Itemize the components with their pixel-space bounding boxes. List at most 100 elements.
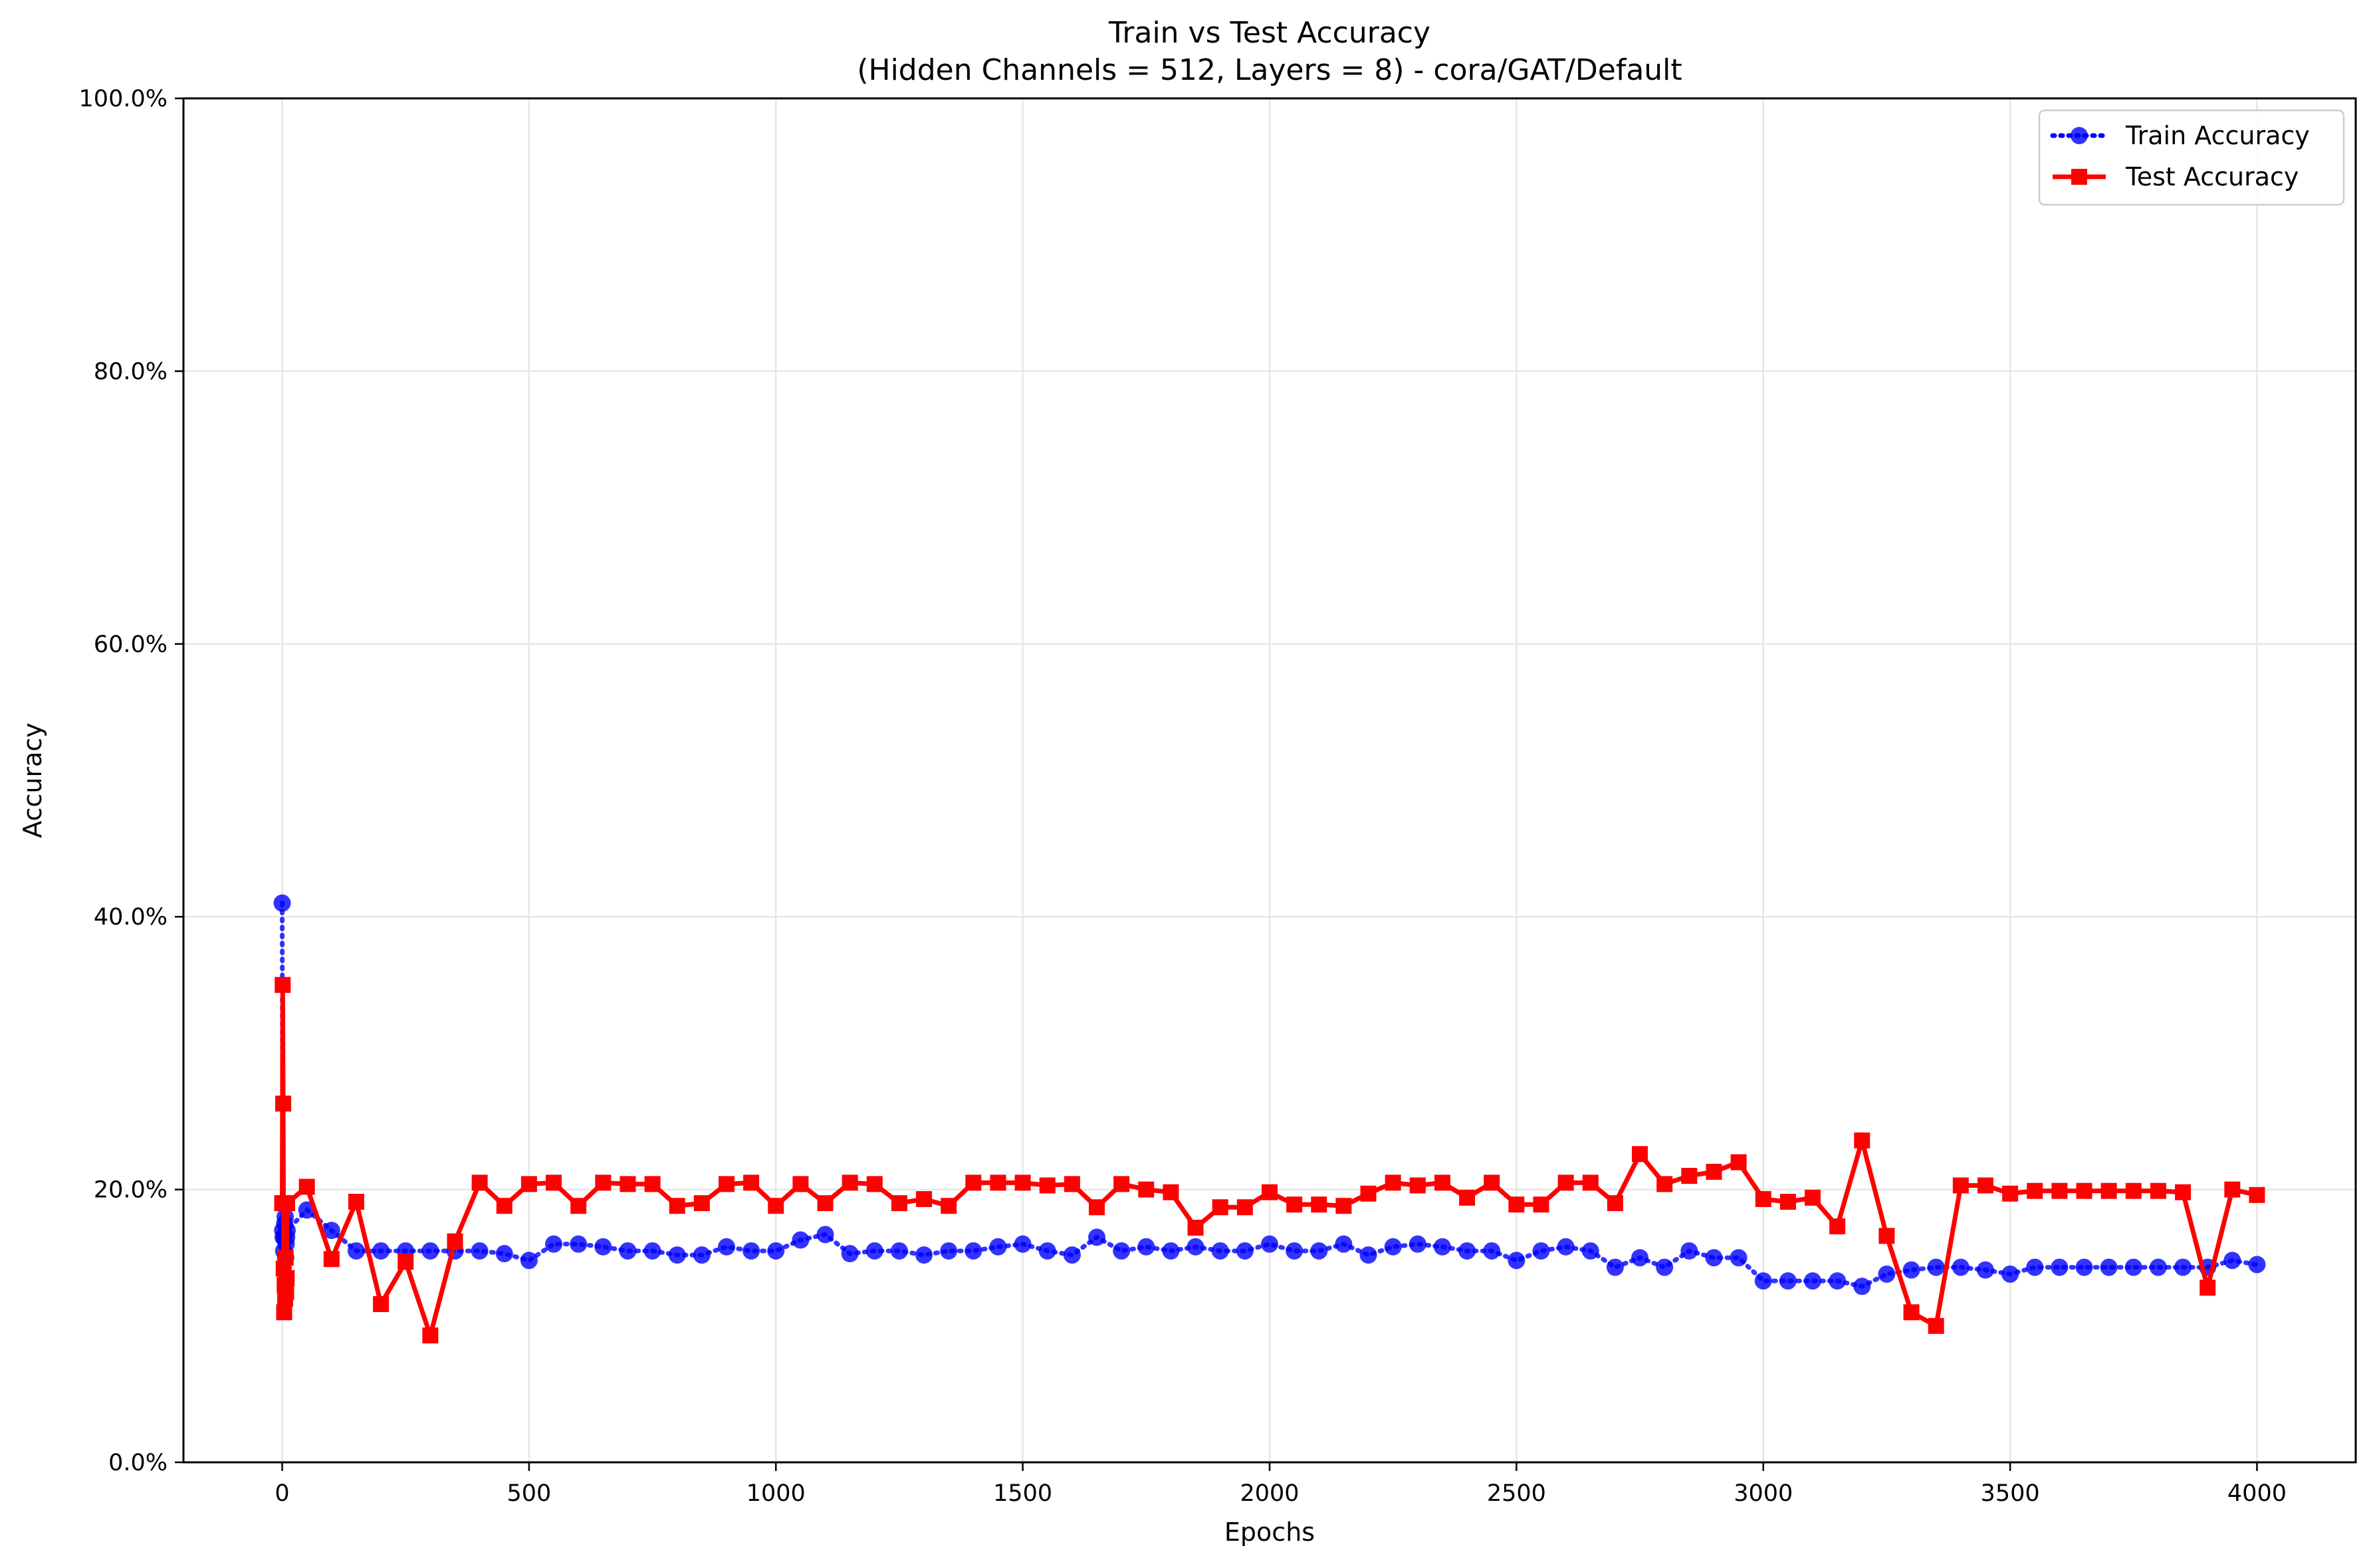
test-accuracy-point	[891, 1195, 907, 1212]
test-accuracy-point	[277, 1250, 294, 1266]
train-accuracy-point	[1186, 1238, 1204, 1256]
test-accuracy-point	[373, 1295, 390, 1312]
test-accuracy-point	[1064, 1176, 1080, 1192]
train-accuracy-point	[1853, 1278, 1871, 1295]
train-accuracy-point	[2223, 1252, 2241, 1270]
train-accuracy-point	[273, 894, 291, 912]
train-accuracy-point	[1557, 1238, 1575, 1256]
train-accuracy-point	[1359, 1246, 1377, 1264]
x-tick-label: 0	[275, 1480, 289, 1507]
train-accuracy-point	[989, 1238, 1007, 1256]
train-accuracy-point	[1902, 1261, 1920, 1279]
train-accuracy-point	[841, 1245, 859, 1263]
test-accuracy-point	[1706, 1163, 1722, 1180]
train-accuracy-point	[2248, 1256, 2266, 1274]
train-accuracy-point	[1014, 1235, 1032, 1253]
test-accuracy-point	[1508, 1196, 1525, 1213]
test-accuracy-point	[278, 1284, 294, 1300]
train-accuracy-point	[1680, 1242, 1698, 1260]
test-accuracy-point	[1187, 1220, 1204, 1236]
x-axis-label: Epochs	[1224, 1517, 1315, 1547]
test-accuracy-point	[496, 1198, 512, 1214]
test-accuracy-point	[279, 1195, 295, 1212]
grid-lines	[183, 97, 2356, 1464]
train-accuracy-point	[372, 1242, 390, 1260]
train-accuracy-point	[816, 1226, 834, 1244]
train-accuracy-point	[1038, 1242, 1056, 1260]
chart-title: Train vs Test Accuracy	[1108, 16, 1430, 50]
legend-train-label: Train Accuracy	[2125, 121, 2310, 150]
legend: Train Accuracy Test Accuracy	[2038, 109, 2345, 206]
test-accuracy-point	[2027, 1182, 2043, 1199]
y-tick-label: 60.0%	[94, 631, 168, 658]
train-accuracy-point	[643, 1242, 661, 1260]
test-accuracy-point	[1163, 1184, 1179, 1200]
train-accuracy-point	[1384, 1238, 1402, 1256]
train-accuracy-point	[545, 1235, 563, 1253]
train-accuracy-point	[1878, 1265, 1896, 1283]
train-accuracy-point	[1310, 1242, 1328, 1260]
train-accuracy-point	[2149, 1258, 2167, 1276]
test-accuracy-point	[1014, 1175, 1031, 1191]
legend-test-label: Test Accuracy	[2125, 162, 2299, 191]
test-accuracy-point	[1113, 1176, 1130, 1192]
test-accuracy-point	[1459, 1189, 1476, 1206]
y-axis-label: Accuracy	[18, 723, 47, 838]
train-accuracy-point	[471, 1242, 489, 1260]
y-tick-label: 100.0%	[79, 86, 168, 112]
test-accuracy-point	[792, 1176, 809, 1192]
train-accuracy-point	[1261, 1235, 1278, 1253]
train-accuracy-point	[1754, 1272, 1772, 1290]
test-accuracy-point	[1632, 1146, 1648, 1163]
x-tick-label: 4000	[2227, 1480, 2287, 1507]
x-tick-label: 500	[507, 1480, 552, 1507]
test-accuracy-point	[1607, 1195, 1623, 1212]
test-accuracy-point	[1854, 1132, 1870, 1149]
train-accuracy-point	[1409, 1235, 1426, 1253]
train-accuracy-point	[1730, 1249, 1748, 1267]
test-accuracy-point	[1977, 1177, 1993, 1194]
train-accuracy-point	[693, 1246, 711, 1264]
y-tick-label: 20.0%	[94, 1177, 168, 1204]
test-accuracy-point	[1335, 1198, 1352, 1214]
train-accuracy-point	[1532, 1242, 1550, 1260]
train-accuracy-point	[1211, 1242, 1229, 1260]
test-accuracy-point	[447, 1233, 463, 1250]
test-accuracy-point	[1212, 1199, 1228, 1216]
train-accuracy-point	[792, 1231, 810, 1249]
test-accuracy-point	[1262, 1184, 1278, 1200]
y-tick-label: 40.0%	[94, 904, 168, 931]
train-accuracy-point	[1162, 1242, 1180, 1260]
test-accuracy-point	[2002, 1185, 2019, 1202]
test-accuracy-series	[274, 976, 2265, 1344]
train-accuracy-point	[742, 1242, 760, 1260]
test-accuracy-point	[866, 1176, 883, 1192]
test-accuracy-point	[620, 1176, 636, 1192]
test-accuracy-point	[2051, 1182, 2068, 1199]
test-accuracy-point	[1829, 1218, 1846, 1235]
test-accuracy-point	[2175, 1184, 2192, 1200]
test-accuracy-point	[2076, 1182, 2092, 1199]
train-accuracy-point	[1088, 1228, 1106, 1246]
test-accuracy-point	[1681, 1168, 1698, 1184]
test-accuracy-point	[1409, 1177, 1426, 1194]
test-accuracy-point	[570, 1198, 587, 1214]
test-accuracy-point	[2150, 1182, 2166, 1199]
test-accuracy-point	[520, 1176, 537, 1192]
legend-box	[2038, 109, 2345, 206]
test-accuracy-point	[348, 1194, 364, 1210]
test-accuracy-point	[2224, 1181, 2241, 1198]
train-accuracy-point	[1433, 1238, 1451, 1256]
test-accuracy-point	[2125, 1182, 2142, 1199]
train-accuracy-point	[1458, 1242, 1476, 1260]
test-accuracy-point	[941, 1198, 957, 1214]
test-accuracy-point	[275, 976, 291, 993]
test-accuracy-point	[1755, 1190, 1771, 1207]
train-accuracy-point	[1137, 1238, 1155, 1256]
test-accuracy-point	[990, 1175, 1006, 1191]
test-accuracy-point	[669, 1198, 685, 1214]
train-accuracy-point	[1779, 1272, 1797, 1290]
test-accuracy-point	[2200, 1280, 2216, 1296]
